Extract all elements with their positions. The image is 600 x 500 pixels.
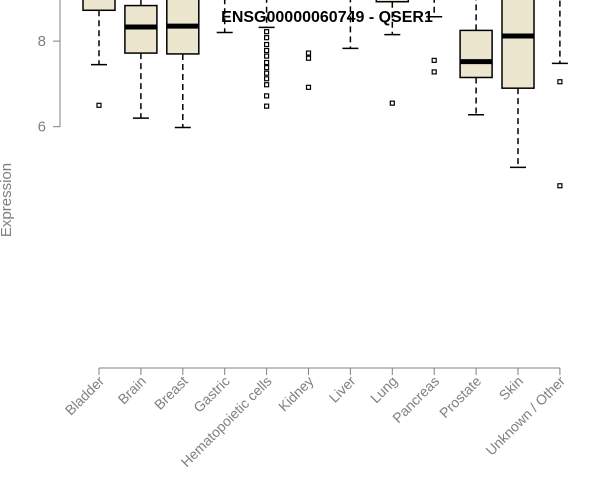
outlier-point [431, 69, 437, 75]
box-lung [375, 0, 410, 106]
outlier-point [264, 65, 270, 71]
y-tick-label: 6 [38, 119, 46, 136]
box-unknown-other [551, 0, 568, 189]
outlier-point [264, 59, 270, 66]
outlier-point [264, 70, 270, 76]
iqr-box [375, 0, 410, 3]
x-tick-label: Prostate [436, 373, 484, 421]
outlier-point [305, 84, 312, 90]
x-tick-label: Lung [367, 373, 400, 406]
box-hematopoietic-cells [258, 0, 275, 109]
y-tick-label: 8 [38, 33, 46, 50]
x-tick-label: Skin [496, 373, 527, 404]
outlier-point [305, 50, 312, 56]
outlier-point [557, 79, 563, 85]
x-tick-label: Breast [151, 373, 191, 413]
y-axis: 681012 [38, 0, 61, 136]
box-skin [501, 0, 535, 169]
box-brain [124, 0, 158, 119]
box-group [82, 0, 568, 189]
outlier-point [264, 47, 270, 54]
outlier-point [431, 57, 437, 63]
box-pancreas [426, 0, 443, 75]
outlier-point [264, 29, 270, 35]
box-breast [166, 0, 200, 129]
outlier-point [305, 55, 312, 61]
iqr-box [501, 0, 535, 89]
iqr-box [82, 0, 116, 12]
y-axis-label: Expression [0, 163, 15, 237]
x-tick-label: Bladder [62, 373, 108, 419]
x-tick-label: Kidney [275, 373, 317, 415]
outlier-point [96, 102, 102, 108]
chart-title: ENSG00000060749 - QSER1 [221, 9, 433, 26]
box-gastric [216, 0, 233, 34]
outlier-point [389, 100, 395, 106]
box-kidney [305, 50, 312, 90]
box-bladder [82, 0, 116, 108]
outlier-point [264, 41, 270, 48]
outlier-point [264, 93, 270, 99]
box-liver [342, 0, 359, 50]
outlier-point [264, 103, 270, 109]
x-tick-label: Unknown / Other [482, 373, 568, 459]
box-prostate [459, 0, 493, 116]
x-tick-label: Brain [115, 373, 149, 407]
outlier-point [264, 35, 270, 41]
x-tick-label: Liver [326, 373, 359, 406]
outlier-point [264, 53, 270, 59]
outlier-point [557, 183, 563, 189]
x-tick-label: Pancreas [389, 373, 442, 426]
outlier-point [264, 82, 270, 88]
outlier-point [264, 76, 270, 82]
iqr-box [459, 29, 493, 79]
